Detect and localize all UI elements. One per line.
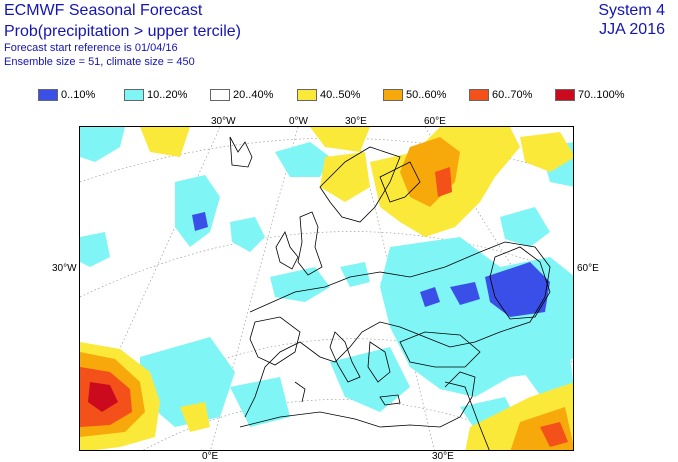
legend-label: 70..100% xyxy=(578,89,625,101)
map-title: ECMWF Seasonal Forecast xyxy=(4,2,203,19)
coast-iberia xyxy=(249,316,301,366)
legend-label: 20..40% xyxy=(233,89,274,101)
lon-label-60e-right: 60°E xyxy=(577,263,599,274)
coast-black-sea xyxy=(399,331,481,368)
lon-label-30w-left: 30°W xyxy=(52,263,77,274)
legend-swatch xyxy=(469,89,489,101)
legend-item-10-20: 10..20% xyxy=(124,88,187,102)
coast-iceland xyxy=(229,136,253,168)
legend-swatch xyxy=(210,89,230,101)
legend-item-50-60: 50..60% xyxy=(383,88,446,102)
probability-map xyxy=(79,126,574,451)
lon-label-60e-top: 60°E xyxy=(424,116,446,127)
coast-red-sea xyxy=(444,381,490,450)
shade-0-10 xyxy=(192,212,550,317)
lon-label-30w-top: 30°W xyxy=(211,116,236,127)
legend-label: 0..10% xyxy=(61,89,96,101)
legend-item-20-40: 20..40% xyxy=(210,88,273,102)
legend-label: 40..50% xyxy=(320,89,361,101)
lon-label-30e-top: 30°E xyxy=(345,116,367,127)
coast-scandinavia xyxy=(319,146,401,223)
coast-caspian xyxy=(489,246,551,320)
legend-item-60-70: 60..70% xyxy=(469,88,532,102)
legend-swatch xyxy=(297,89,317,101)
coast-balkans xyxy=(367,341,391,383)
coast-ireland xyxy=(275,231,299,270)
legend-item-70-100: 70..100% xyxy=(555,88,624,102)
legend-label: 10..20% xyxy=(147,89,188,101)
lon-label-30e-bottom: 30°E xyxy=(432,451,454,462)
legend-item-40-50: 40..50% xyxy=(297,88,360,102)
forecast-start-text: Forecast start reference is 01/04/16 xyxy=(4,42,178,54)
legend-swatch xyxy=(124,89,144,101)
legend-swatch xyxy=(555,89,575,101)
coast-britain xyxy=(297,211,323,276)
legend-label: 60..70% xyxy=(492,89,533,101)
coast-sardinia xyxy=(294,381,306,403)
legend-swatch xyxy=(383,89,403,101)
map-subtitle: Prob(precipitation > upper tercile) xyxy=(4,23,242,40)
legend-item-0-10: 0..10% xyxy=(38,88,95,102)
map-canvas xyxy=(80,127,573,450)
coast-bothnia xyxy=(379,161,421,203)
probability-shading xyxy=(80,127,573,450)
coast-crete xyxy=(379,394,401,406)
lon-label-0e-bottom: 0°E xyxy=(202,451,219,462)
coastlines xyxy=(229,136,551,450)
coast-italy xyxy=(329,331,361,383)
lon-label-0w-top: 0°W xyxy=(289,116,308,127)
shade-70-100 xyxy=(88,382,118,412)
season-label: JJA 2016 xyxy=(599,21,665,38)
coast-mainland xyxy=(244,241,551,418)
system-label: System 4 xyxy=(598,2,665,19)
legend-swatch xyxy=(38,89,58,101)
coast-north-africa xyxy=(239,371,476,428)
legend-label: 50..60% xyxy=(406,89,447,101)
ensemble-size-text: Ensemble size = 51, climate size = 450 xyxy=(4,56,195,68)
